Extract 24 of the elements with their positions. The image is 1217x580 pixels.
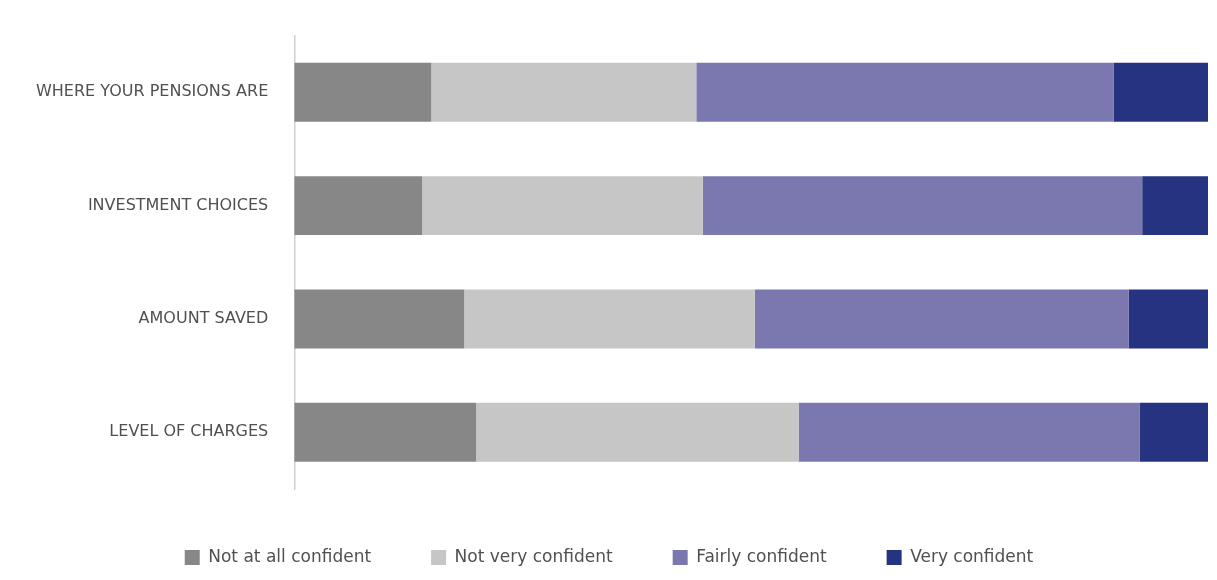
bar (798, 402, 1140, 462)
bar (294, 402, 477, 462)
y-tick-label: WHERE YOUR PENSIONS ARE (35, 81, 269, 101)
bar (294, 62, 432, 122)
y-tick-label: INVESTMENT CHOICES (87, 194, 269, 214)
legend-label: Very confident (910, 545, 1034, 566)
legend-label: Fairly confident (696, 545, 827, 566)
bar (422, 176, 703, 236)
y-tick-label: LEVEL OF CHARGES (109, 421, 269, 441)
bar (702, 176, 1143, 236)
bar (754, 289, 1129, 349)
bar (294, 176, 423, 236)
bar (431, 62, 697, 122)
bar (1139, 402, 1208, 462)
bar (476, 402, 799, 462)
bar (1142, 176, 1208, 236)
legend-label: Not very confident (454, 545, 614, 566)
bar (696, 62, 1114, 122)
bar (464, 289, 755, 349)
bar (1113, 62, 1208, 122)
bar (294, 289, 465, 349)
legend-label: Not at all confident (208, 545, 372, 566)
bar (1128, 289, 1208, 349)
y-tick-label: AMOUNT SAVED (138, 308, 269, 328)
